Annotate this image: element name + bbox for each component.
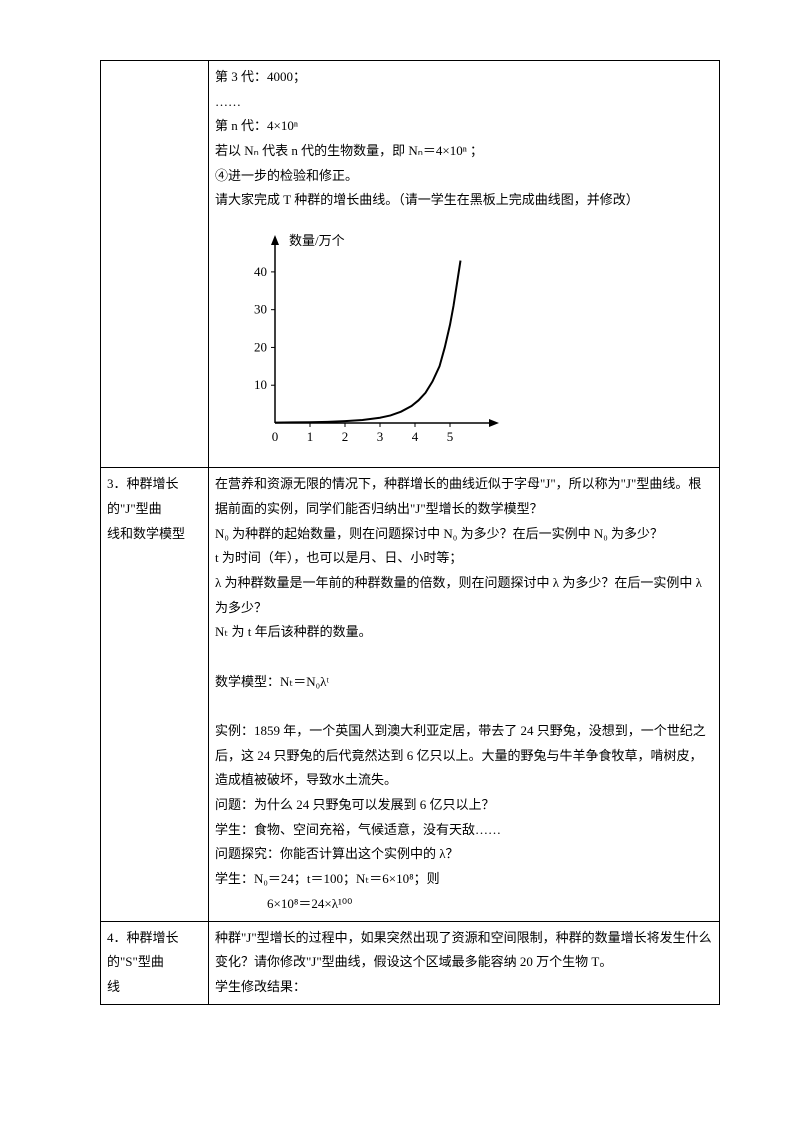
svg-text:5: 5 bbox=[447, 429, 454, 444]
chart-svg: 10203040012345数量/万个时间/年 bbox=[225, 223, 505, 453]
text-line: 若以 Nₙ 代表 n 代的生物数量，即 Nₙ＝4×10ⁿ ； bbox=[215, 139, 713, 164]
text-line: N₀ 为种群的起始数量，则在问题探讨中 N₀ 为多少？在后一实例中 N₀ 为多少… bbox=[215, 522, 713, 547]
text-line: λ 为种群数量是一年前的种群数量的倍数，则在问题探讨中 λ 为多少？在后一实例中… bbox=[215, 571, 713, 620]
row1-left-cell bbox=[101, 61, 209, 468]
svg-text:0: 0 bbox=[272, 429, 279, 444]
text-line: 数学模型：Nₜ＝N₀λᵗ bbox=[215, 670, 713, 695]
lesson-table: 第 3 代：4000； …… 第 n 代：4×10ⁿ 若以 Nₙ 代表 n 代的… bbox=[100, 60, 720, 1005]
document-page: 第 3 代：4000； …… 第 n 代：4×10ⁿ 若以 Nₙ 代表 n 代的… bbox=[0, 0, 800, 1045]
text-line: 问题：为什么 24 只野兔可以发展到 6 亿只以上？ bbox=[215, 793, 713, 818]
text-line: 种群"J"型增长的过程中，如果突然出现了资源和空间限制，种群的数量增长将发生什么… bbox=[215, 926, 713, 975]
heading-line: 3．种群增长 bbox=[107, 472, 202, 497]
text-line: 第 3 代：4000； bbox=[215, 65, 713, 90]
text-line: 学生：食物、空间充裕，气候适意，没有天敌…… bbox=[215, 818, 713, 843]
text-line: 请大家完成 T 种群的增长曲线。（请一学生在黑板上完成曲线图，并修改） bbox=[215, 188, 713, 213]
row1-right-cell: 第 3 代：4000； …… 第 n 代：4×10ⁿ 若以 Nₙ 代表 n 代的… bbox=[209, 61, 720, 468]
heading-line: 的"S"型曲 bbox=[107, 950, 202, 975]
heading-line: 线 bbox=[107, 975, 202, 1000]
svg-text:4: 4 bbox=[412, 429, 419, 444]
text-line bbox=[215, 694, 713, 719]
table-row: 第 3 代：4000； …… 第 n 代：4×10ⁿ 若以 Nₙ 代表 n 代的… bbox=[101, 61, 720, 468]
row2-left-cell: 3．种群增长 的"J"型曲 线和数学模型 bbox=[101, 468, 209, 921]
row3-left-cell: 4．种群增长 的"S"型曲 线 bbox=[101, 921, 209, 1004]
svg-text:数量/万个: 数量/万个 bbox=[289, 233, 345, 248]
heading-line: 线和数学模型 bbox=[107, 522, 202, 547]
svg-text:40: 40 bbox=[254, 264, 267, 279]
text-line: 学生：N₀＝24；t＝100；Nₜ＝6×10⁸；则 bbox=[215, 867, 713, 892]
heading-line: 的"J"型曲 bbox=[107, 497, 202, 522]
svg-text:30: 30 bbox=[254, 302, 267, 317]
text-line: 问题探究：你能否计算出这个实例中的 λ？ bbox=[215, 842, 713, 867]
text-line: …… bbox=[215, 90, 713, 115]
j-curve-chart: 10203040012345数量/万个时间/年 bbox=[215, 213, 713, 463]
text-line: 在营养和资源无限的情况下，种群增长的曲线近似于字母"J"，所以称为"J"型曲线。… bbox=[215, 472, 713, 521]
row2-right-cell: 在营养和资源无限的情况下，种群增长的曲线近似于字母"J"，所以称为"J"型曲线。… bbox=[209, 468, 720, 921]
text-line: 6×10⁸＝24×λ¹⁰⁰ bbox=[215, 892, 713, 917]
table-row: 3．种群增长 的"J"型曲 线和数学模型 在营养和资源无限的情况下，种群增长的曲… bbox=[101, 468, 720, 921]
row3-right-cell: 种群"J"型增长的过程中，如果突然出现了资源和空间限制，种群的数量增长将发生什么… bbox=[209, 921, 720, 1004]
text-line bbox=[215, 645, 713, 670]
text-line: ④进一步的检验和修正。 bbox=[215, 164, 713, 189]
svg-text:10: 10 bbox=[254, 377, 267, 392]
svg-text:20: 20 bbox=[254, 340, 267, 355]
heading-line: 4．种群增长 bbox=[107, 926, 202, 951]
svg-text:1: 1 bbox=[307, 429, 314, 444]
text-line: 学生修改结果： bbox=[215, 975, 713, 1000]
text-line: Nₜ 为 t 年后该种群的数量。 bbox=[215, 620, 713, 645]
text-line: 第 n 代：4×10ⁿ bbox=[215, 114, 713, 139]
svg-text:2: 2 bbox=[342, 429, 349, 444]
text-line: 实例：1859 年，一个英国人到澳大利亚定居，带去了 24 只野兔，没想到，一个… bbox=[215, 719, 713, 793]
text-line: t 为时间（年），也可以是月、日、小时等； bbox=[215, 546, 713, 571]
table-row: 4．种群增长 的"S"型曲 线 种群"J"型增长的过程中，如果突然出现了资源和空… bbox=[101, 921, 720, 1004]
svg-text:3: 3 bbox=[377, 429, 384, 444]
